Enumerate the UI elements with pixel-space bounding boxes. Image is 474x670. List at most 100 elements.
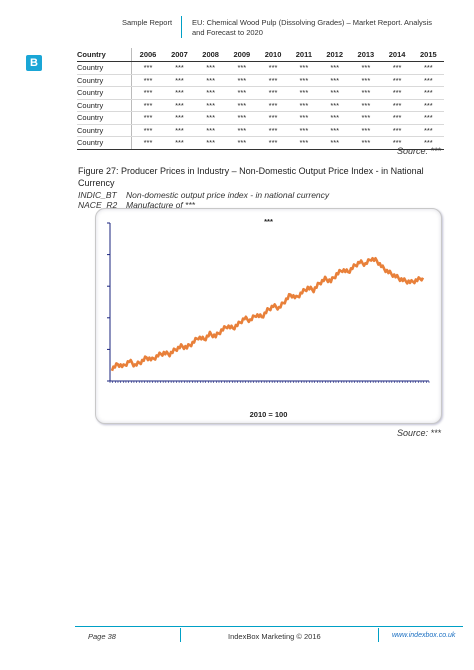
table-cell-value: *** [412, 124, 444, 137]
table-cell-country: Country [77, 61, 133, 75]
table-cell-value: *** [288, 136, 320, 150]
column-header-year: 2010 [257, 48, 289, 62]
table-cell-value: *** [350, 74, 382, 87]
table-cell-value: *** [226, 74, 258, 87]
table-cell-country: Country [77, 86, 133, 100]
header-title-line1: EU: Chemical Wood Pulp (Dissolving Grade… [192, 18, 432, 27]
table-cell-value: *** [319, 124, 351, 137]
table-cell-value: *** [257, 74, 289, 87]
table-cell-value: *** [381, 136, 413, 150]
table-cell-value: *** [163, 61, 196, 75]
column-header-year: 2012 [319, 48, 351, 62]
table-cell-value: *** [226, 86, 258, 100]
table-cell-value: *** [226, 136, 258, 150]
column-header-year: 2011 [288, 48, 320, 62]
table-cell-value: *** [381, 124, 413, 137]
footer-website-link[interactable]: www.indexbox.co.uk [392, 632, 456, 639]
table-cell-country: Country [77, 111, 133, 125]
table-cell-value: *** [350, 61, 382, 75]
footer-separator [378, 628, 379, 642]
table-row: Country *** *** *** *** *** *** *** *** *** *** [77, 111, 444, 125]
table-row: Country *** *** *** *** *** *** *** *** *** *** [77, 124, 444, 137]
table-cell-value: *** [412, 99, 444, 112]
table-cell-value: *** [226, 111, 258, 125]
table-cell-value: *** [257, 136, 289, 150]
header-report-type: Sample Report [122, 18, 173, 27]
table-cell-value: *** [350, 111, 382, 125]
table-cell-value: *** [350, 86, 382, 100]
table-cell-country: Country [77, 74, 133, 87]
table-cell-value: *** [288, 86, 320, 100]
chart-metadata: INDIC_BT Non-domestic output price index … [78, 190, 330, 211]
chart-plot [107, 222, 430, 383]
table-row: Country *** *** *** *** *** *** *** *** *** *** [77, 74, 444, 87]
indexbox-logo: B [26, 55, 42, 71]
meta-value: Manufacture of *** [126, 199, 195, 210]
table-cell-value: *** [381, 99, 413, 112]
table-cell-value: *** [412, 61, 444, 75]
table-cell-value: *** [350, 99, 382, 112]
column-header-country: Country [77, 48, 133, 62]
meta-row-indic: INDIC_BT Non-domestic output price index … [78, 190, 330, 201]
table-cell-value: *** [381, 111, 413, 125]
header-separator [181, 16, 182, 38]
table-cell-value: *** [319, 86, 351, 100]
table-cell-value: *** [319, 111, 351, 125]
table-row: Country *** *** *** *** *** *** *** *** *** *** [77, 86, 444, 100]
table-row: Country *** *** *** *** *** *** *** *** *** *** [77, 99, 444, 112]
table-cell-value: *** [195, 99, 227, 112]
table-cell-value: *** [195, 136, 227, 150]
data-table: Country 2006 2007 2008 2009 2010 2011 2012 2013 2… [77, 48, 444, 150]
table-cell-value: *** [257, 111, 289, 125]
table-cell-value: *** [319, 74, 351, 87]
table-cell-value: *** [288, 61, 320, 75]
meta-row-nace: NACE_R2 Manufacture of *** [78, 199, 329, 211]
table-cell-value: *** [319, 99, 351, 112]
table-cell-value: *** [319, 136, 351, 150]
table-cell-value: *** [257, 61, 289, 75]
table-cell-value: *** [288, 99, 320, 112]
table-cell-value: *** [195, 74, 227, 87]
column-header-year: 2009 [226, 48, 258, 62]
meta-value: Non-domestic output price index - in nat… [126, 190, 330, 200]
page-number: Page 38 [88, 632, 116, 641]
table-cell-value: *** [195, 111, 227, 125]
table-cell-value: *** [350, 136, 382, 150]
chart-source: Source: *** [396, 428, 441, 438]
table-cell-value: *** [226, 99, 258, 112]
table-cell-value: *** [226, 124, 258, 137]
table-cell-value: *** [288, 111, 320, 125]
table-cell-value: *** [412, 111, 444, 125]
table-cell-value: *** [288, 124, 320, 137]
chart-base-label: 2010 = 100 [249, 410, 288, 419]
table-cell-value: *** [381, 86, 413, 100]
table-cell-value: *** [226, 61, 258, 75]
table-cell-value: *** [131, 74, 164, 87]
table-cell-value: *** [163, 86, 196, 100]
column-header-year: 2008 [195, 48, 227, 62]
meta-key: NACE_R2 [78, 199, 118, 210]
table-header-row: Country 2006 2007 2008 2009 2010 2011 2012 2013 2… [77, 48, 444, 62]
table-body: Country *** *** *** *** *** *** *** *** *** *** Cou… [77, 61, 444, 150]
meta-key: INDIC_BT [78, 190, 117, 200]
table-cell-value: *** [131, 61, 164, 75]
table-cell-value: *** [381, 61, 413, 75]
column-header-year: 2014 [381, 48, 413, 62]
table-cell-country: Country [77, 136, 133, 150]
header-report-title: EU: Chemical Wood Pulp (Dissolving Grade… [192, 18, 462, 37]
table-source: Source: *** [396, 146, 441, 156]
table-cell-value: *** [319, 61, 351, 75]
table-cell-value: *** [257, 124, 289, 137]
table-cell-value: *** [163, 136, 196, 150]
column-header-year: 2006 [131, 48, 164, 62]
table-cell-value: *** [131, 99, 164, 112]
footer-separator [180, 628, 181, 642]
header-title-line2: and Forecast to 2020 [192, 27, 263, 37]
table-cell-value: *** [195, 86, 227, 100]
table-cell-value: *** [163, 111, 196, 125]
table-cell-country: Country [77, 99, 133, 112]
table-cell-value: *** [350, 124, 382, 137]
table-row: Country *** *** *** *** *** *** *** *** *** *** [77, 136, 444, 150]
table-cell-value: *** [412, 86, 444, 100]
column-header-year: 2007 [163, 48, 196, 62]
